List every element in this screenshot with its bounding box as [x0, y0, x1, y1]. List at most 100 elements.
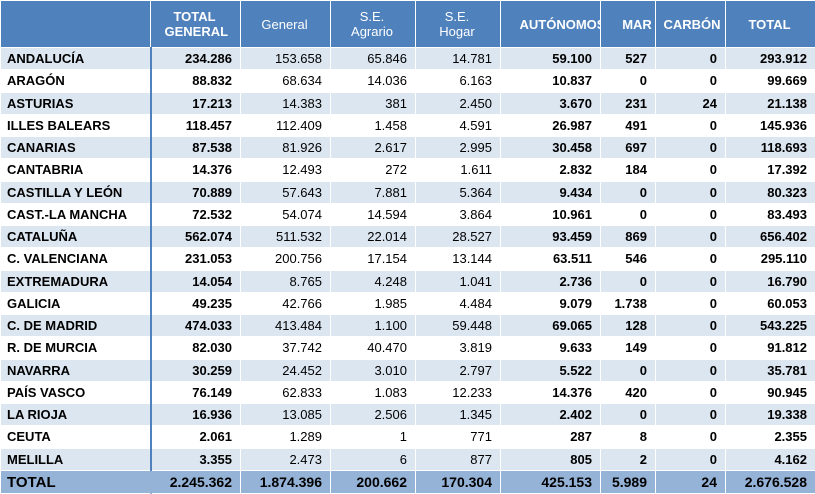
- cell: 1.985: [330, 291, 416, 316]
- cell: 60.053: [725, 291, 815, 316]
- cell: 40.470: [330, 336, 416, 360]
- cell: 0: [655, 69, 726, 93]
- cell: 0: [655, 291, 726, 316]
- cell: 128: [600, 313, 656, 338]
- header-label: TOTAL GENERAL: [164, 9, 229, 39]
- cell: 3.819: [415, 336, 501, 360]
- cell: 118.457: [150, 113, 241, 138]
- row-label: PAÍS VASCO: [0, 380, 152, 405]
- row-label: CEUTA: [0, 425, 152, 449]
- cell: 99.669: [725, 69, 815, 93]
- cell: 1.458: [330, 113, 416, 138]
- column-header: S.E. Agrario: [330, 0, 416, 48]
- cell: 2.832: [500, 158, 601, 182]
- cell: 30.259: [150, 358, 241, 382]
- cell: 88.832: [150, 69, 241, 93]
- cell: 697: [600, 135, 656, 160]
- cell: 7.881: [330, 180, 416, 204]
- column-header: CARBÓN: [655, 0, 726, 48]
- table-row: CEUTA 2.061 1.289 1 771 287 8 0 2.355: [0, 425, 815, 449]
- total-cell: 200.662: [330, 470, 416, 494]
- cell: 234.286: [150, 46, 241, 71]
- cell: 13.144: [415, 247, 501, 271]
- header-label: MAR: [622, 16, 652, 32]
- cell: 4.162: [725, 447, 815, 471]
- cell: 112.409: [240, 113, 331, 138]
- table-row: EXTREMADURA 14.054 8.765 4.248 1.041 2.736 0 0 1…: [0, 269, 815, 293]
- column-header: TOTAL GENERAL: [150, 0, 241, 48]
- table-row: C. VALENCIANA 231.053 200.756 17.154 13.144 6…: [0, 247, 815, 271]
- cell: 90.945: [725, 380, 815, 405]
- cell: 0: [655, 224, 726, 249]
- cell: 231: [600, 91, 656, 115]
- header-label: TOTAL: [748, 16, 791, 32]
- cell: 1.041: [415, 269, 501, 293]
- table-row: ANDALUCÍA 234.286 153.658 65.846 14.781 59.10…: [0, 46, 815, 71]
- cell: 69.065: [500, 313, 601, 338]
- cell: 17.213: [150, 91, 241, 115]
- cell: 9.079: [500, 291, 601, 316]
- table-body: ANDALUCÍA 234.286 153.658 65.846 14.781 59.10…: [0, 46, 815, 471]
- table-row: ILLES BALEARS 118.457 112.409 1.458 4.591 26.…: [0, 113, 815, 138]
- cell: 3.864: [415, 202, 501, 227]
- cell: 19.338: [725, 402, 815, 427]
- cell: 0: [600, 269, 656, 293]
- cell: 1.345: [415, 402, 501, 427]
- table-header: TOTAL GENERAL General S.E. Agrario S.E. Hog…: [0, 0, 815, 48]
- cell: 42.766: [240, 291, 331, 316]
- cell: 14.376: [500, 380, 601, 405]
- cell: 59.100: [500, 46, 601, 71]
- cell: 231.053: [150, 247, 241, 271]
- cell: 145.936: [725, 113, 815, 138]
- cell: 2.736: [500, 269, 601, 293]
- cell: 70.889: [150, 180, 241, 204]
- cell: 14.594: [330, 202, 416, 227]
- cell: 14.054: [150, 269, 241, 293]
- row-label: CAST.-LA MANCHA: [0, 202, 152, 227]
- cell: 2.402: [500, 402, 601, 427]
- cell: 14.376: [150, 158, 241, 182]
- cell: 17.154: [330, 247, 416, 271]
- cell: 80.323: [725, 180, 815, 204]
- cell: 0: [600, 202, 656, 227]
- cell: 0: [655, 336, 726, 360]
- header-label: CARBÓN: [663, 16, 721, 32]
- cell: 527: [600, 46, 656, 71]
- cell: 0: [600, 69, 656, 93]
- cell: 562.074: [150, 224, 241, 249]
- cell: 869: [600, 224, 656, 249]
- cell: 0: [655, 202, 726, 227]
- cell: 877: [415, 447, 501, 471]
- cell: 272: [330, 158, 416, 182]
- row-label: CANARIAS: [0, 135, 152, 160]
- cell: 0: [600, 358, 656, 382]
- cell: 54.074: [240, 202, 331, 227]
- table-row: CANTABRIA 14.376 12.493 272 1.611 2.832 184 0 17…: [0, 158, 815, 182]
- column-header: MAR: [600, 0, 656, 48]
- row-label: ANDALUCÍA: [0, 46, 152, 71]
- cell: 49.235: [150, 291, 241, 316]
- cell: 76.149: [150, 380, 241, 405]
- table-row: ARAGÓN 88.832 68.634 14.036 6.163 10.837 0 0 99.…: [0, 69, 815, 93]
- table-row: GALICIA 49.235 42.766 1.985 4.484 9.079 1.738 0…: [0, 291, 815, 316]
- cell: 0: [655, 247, 726, 271]
- total-cell: 425.153: [500, 470, 601, 494]
- row-label: ARAGÓN: [0, 69, 152, 93]
- header-label: General: [261, 16, 308, 32]
- cell: 153.658: [240, 46, 331, 71]
- corner-cell: [0, 0, 151, 48]
- cell: 0: [655, 158, 726, 182]
- table-row: PAÍS VASCO 76.149 62.833 1.083 12.233 14.376 4…: [0, 380, 815, 405]
- total-label: TOTAL: [0, 470, 152, 494]
- header-label: AUTÓNOMOS: [519, 16, 601, 32]
- total-row: TOTAL 2.245.362 1.874.396 200.662 170.304 425…: [0, 470, 815, 494]
- cell: 24: [655, 91, 726, 115]
- cell: 24.452: [240, 358, 331, 382]
- cell: 491: [600, 113, 656, 138]
- cell: 9.633: [500, 336, 601, 360]
- row-label: R. DE MURCIA: [0, 336, 152, 360]
- cell: 6: [330, 447, 416, 471]
- cell: 2.617: [330, 135, 416, 160]
- cell: 1.738: [600, 291, 656, 316]
